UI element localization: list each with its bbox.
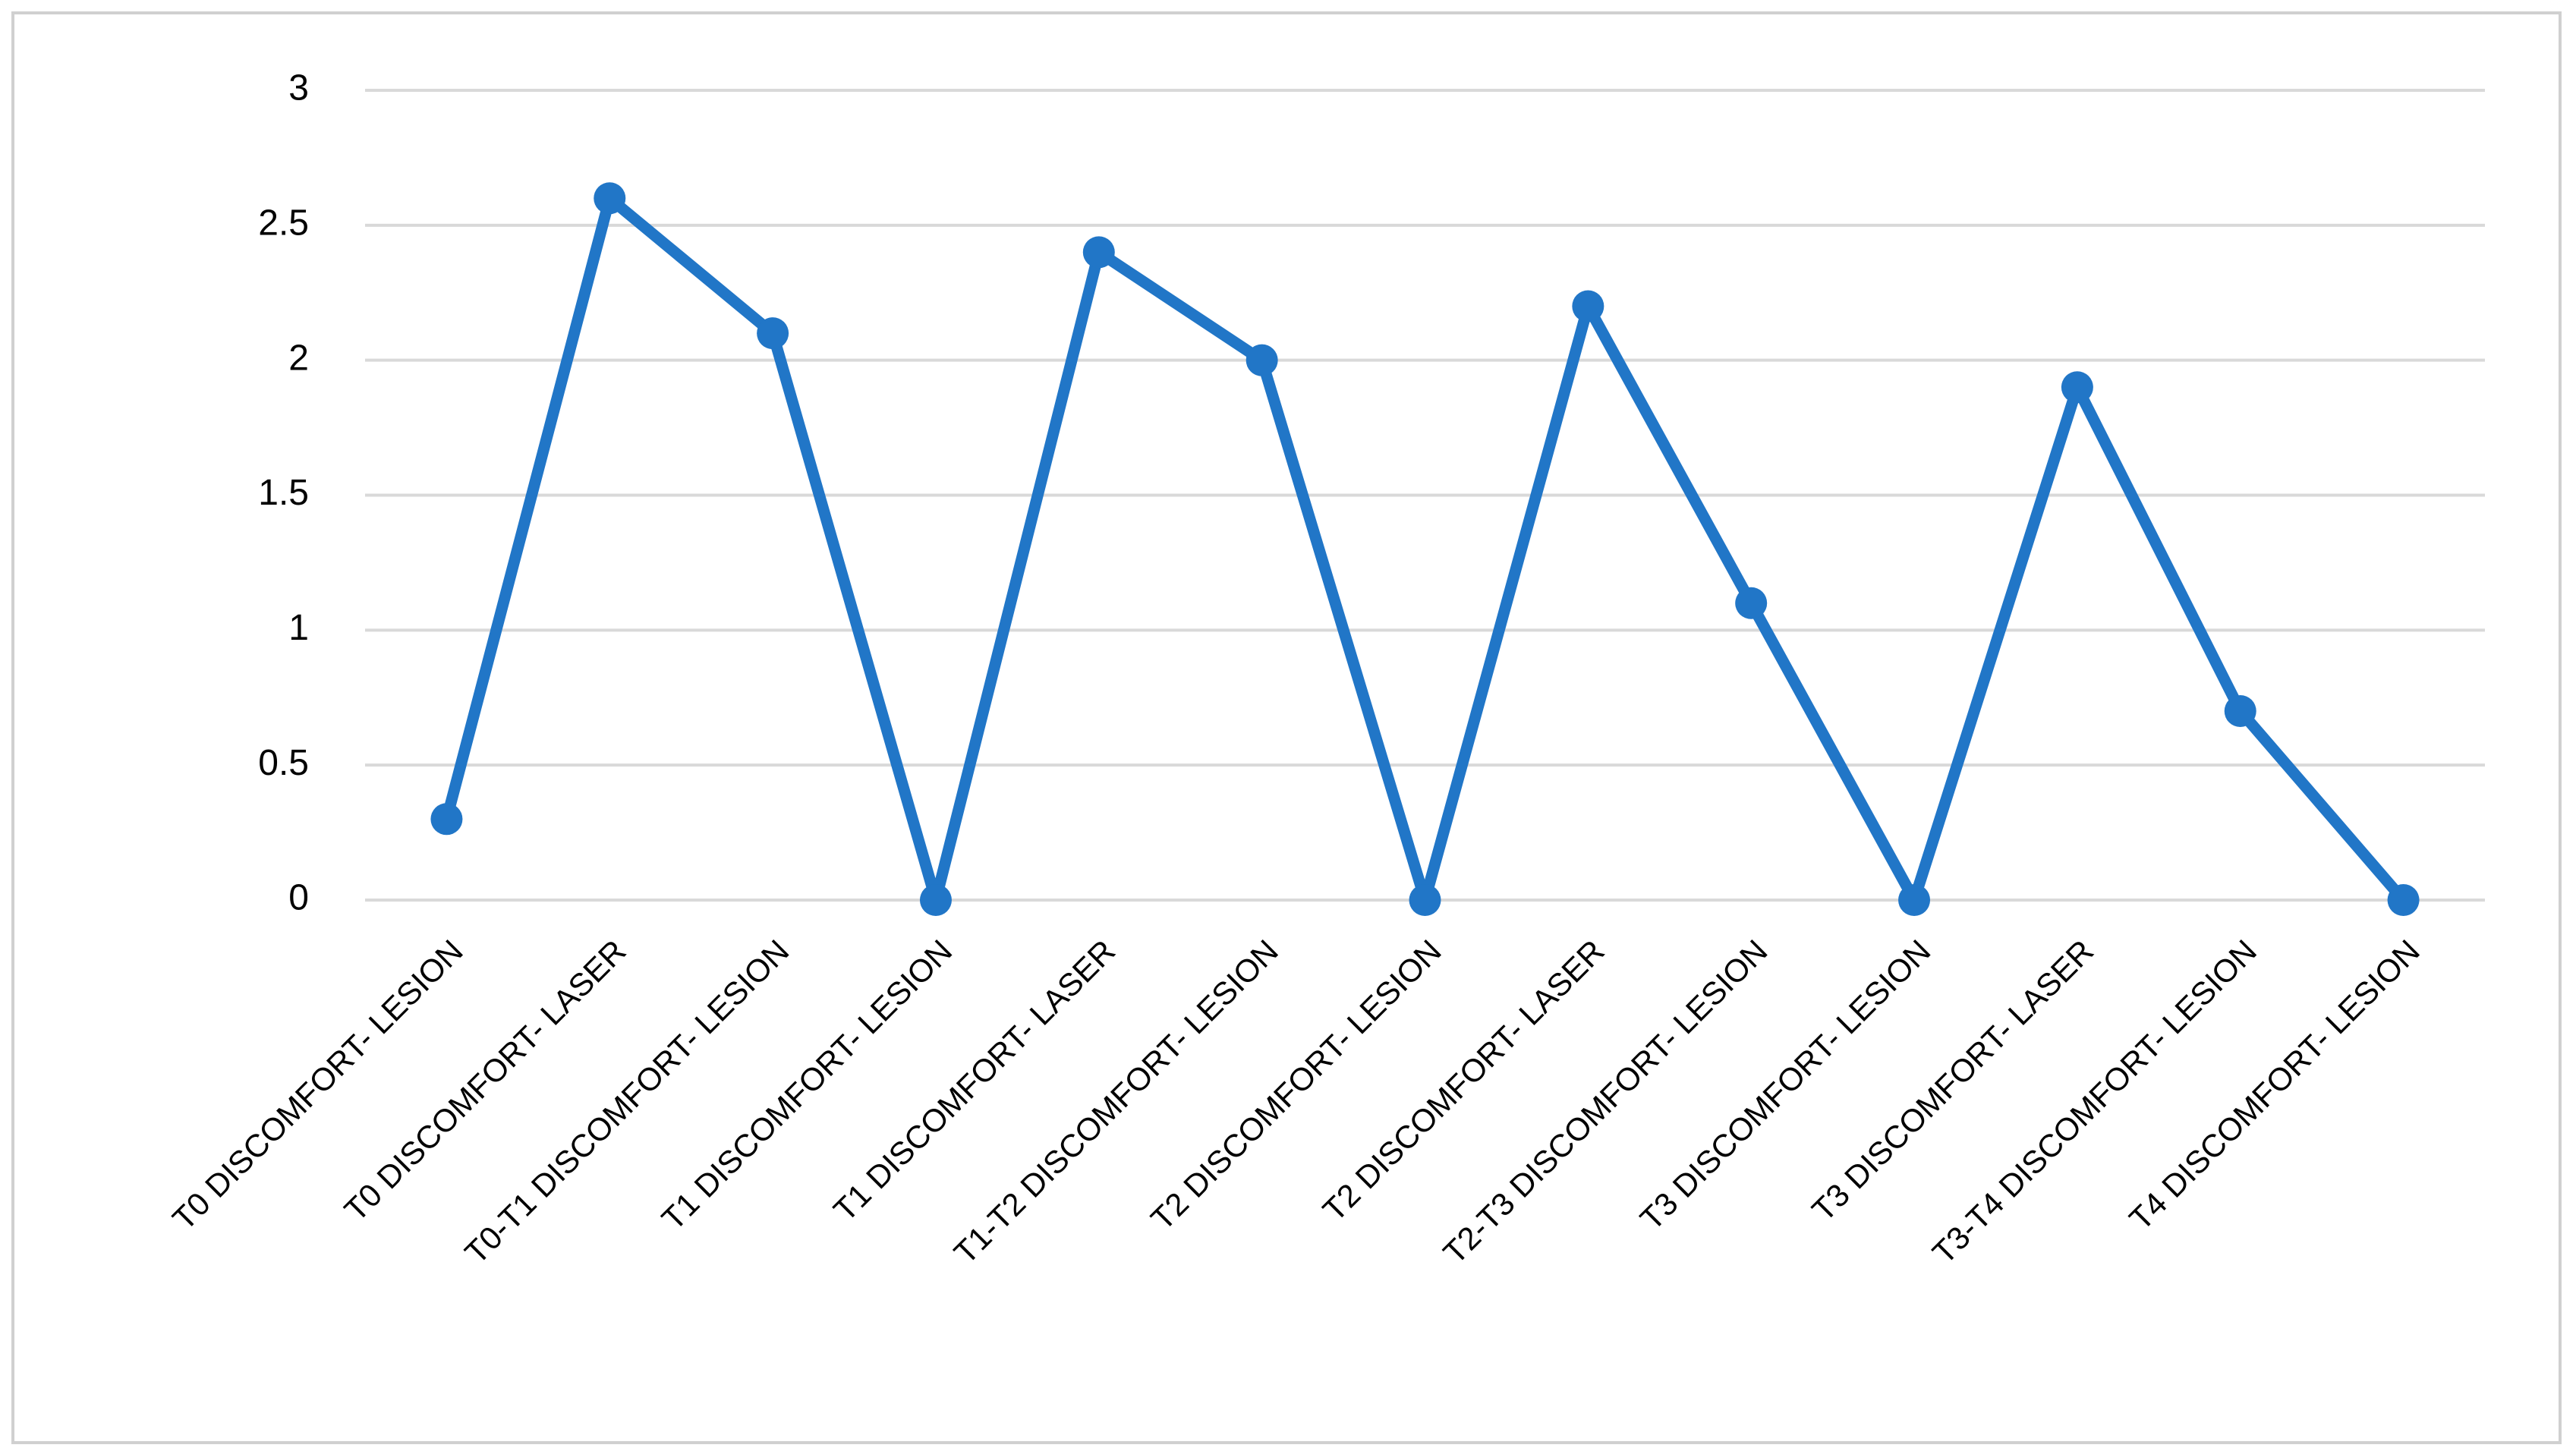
data-point — [1409, 884, 1441, 916]
data-point — [919, 884, 952, 916]
data-point — [594, 182, 626, 215]
data-point — [2387, 884, 2420, 916]
data-point — [2061, 371, 2093, 404]
data-point — [1735, 587, 1768, 619]
data-point — [430, 803, 463, 836]
y-tick-label: 2 — [288, 338, 309, 378]
y-tick-label: 2.5 — [258, 203, 309, 244]
y-tick-label: 3 — [288, 68, 309, 109]
y-tick-label: 1.5 — [258, 473, 309, 513]
chart-border — [11, 11, 2562, 1444]
data-point — [757, 317, 789, 350]
data-point — [1245, 344, 1278, 376]
y-tick-label: 1 — [288, 608, 309, 648]
y-tick-label: 0 — [288, 878, 309, 918]
data-point — [1572, 290, 1604, 323]
data-point — [2224, 695, 2256, 728]
data-point — [1898, 884, 1931, 916]
data-point — [1082, 236, 1115, 269]
y-tick-label: 0.5 — [258, 743, 309, 783]
